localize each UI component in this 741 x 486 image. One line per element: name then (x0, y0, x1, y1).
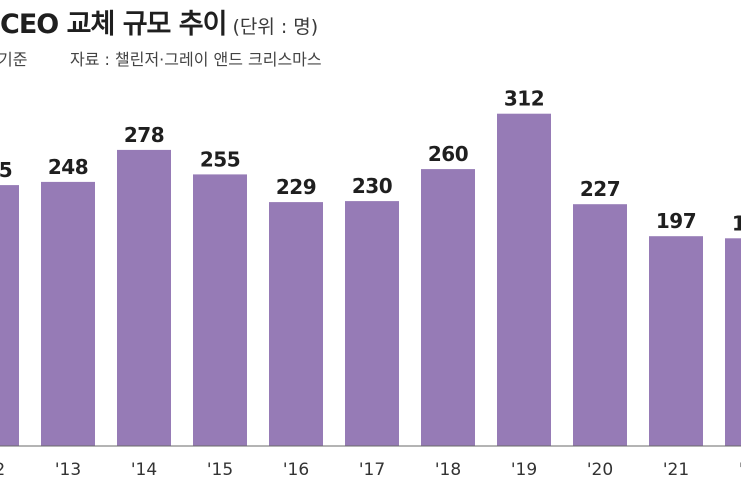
x-tick-label-2: '14 (131, 460, 157, 480)
bar-2 (117, 149, 171, 446)
source-note: 자료 : 챌린저·그레이 앤드 크리스마스 (70, 50, 322, 69)
chart-subtitle: 기준 자료 : 챌린저·그레이 앤드 크리스마스 (0, 46, 741, 70)
chart-header: CEO 교체 규모 추이 (단위 : 명) (0, 2, 318, 42)
bar-value-label-6: 260 (428, 142, 468, 166)
x-tick-label-9: '21 (663, 460, 689, 480)
bar-value-label-9: 197 (656, 209, 696, 233)
bar-8 (573, 204, 627, 446)
bar-value-label-2: 278 (124, 123, 164, 147)
bar-4 (269, 202, 323, 446)
x-tick-label-4: '16 (283, 460, 309, 480)
bar-value-labels: 245 248 278 255 229 230 260 312 227 197 195 (0, 87, 741, 236)
bar-3 (193, 174, 247, 446)
unit-label: (단위 : 명) (232, 16, 319, 38)
bar-value-label-5: 230 (352, 174, 392, 198)
x-tick-label-5: '17 (359, 460, 385, 480)
x-axis-tick-labels: '12 '13 '14 '15 '16 '17 '18 '19 '20 '21 '22 (0, 460, 741, 480)
bar-value-label-1: 248 (48, 155, 88, 179)
bar-value-label-0: 245 (0, 158, 12, 182)
bar-6 (421, 169, 475, 446)
bar-value-label-3: 255 (200, 147, 240, 171)
bar-5 (345, 201, 399, 446)
x-tick-label-6: '18 (435, 460, 461, 480)
bar-7 (497, 113, 551, 446)
x-tick-label-0: '12 (0, 460, 5, 480)
x-tick-label-1: '13 (55, 460, 81, 480)
bar-value-label-10: 195 (732, 211, 741, 235)
bar-10 (725, 238, 741, 446)
basis-note: 기준 (0, 50, 28, 69)
x-tick-label-8: '20 (587, 460, 613, 480)
x-tick-label-7: '19 (511, 460, 537, 480)
bars-group (0, 113, 741, 446)
x-tick-label-10: '22 (739, 460, 741, 480)
x-tick-label-3: '15 (207, 460, 233, 480)
bar-1 (41, 181, 95, 446)
chart-title: CEO 교체 규모 추이 (0, 9, 227, 40)
bar-value-label-8: 227 (580, 177, 620, 201)
bar-0 (0, 185, 19, 446)
bar-9 (649, 236, 703, 446)
bar-value-label-4: 229 (276, 175, 316, 199)
bar-value-label-7: 312 (504, 87, 544, 111)
